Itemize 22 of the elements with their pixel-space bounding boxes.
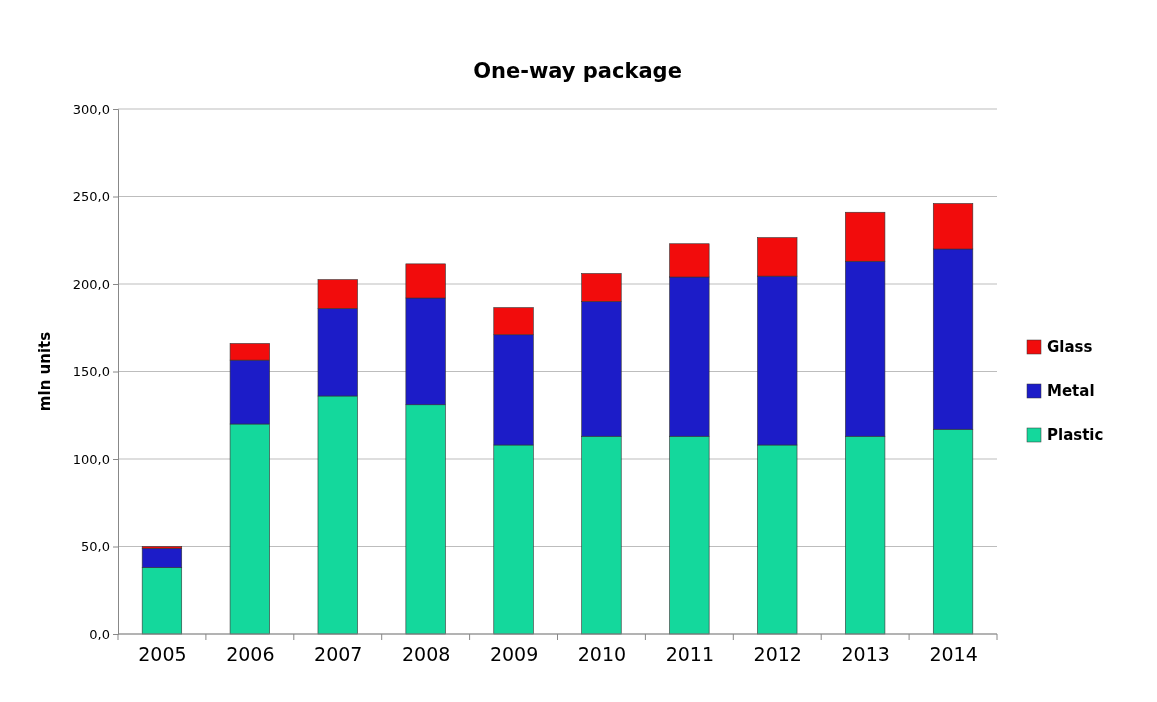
x-tick-label: 2006 xyxy=(226,643,275,666)
y-tick-label: 100,0 xyxy=(72,451,110,467)
y-tick-label: 300,0 xyxy=(72,101,110,117)
y-tick-label: 50,0 xyxy=(81,539,110,555)
y-tick-label: 200,0 xyxy=(72,276,110,292)
y-tick-label: 150,0 xyxy=(72,364,110,380)
y-tick-label: 250,0 xyxy=(72,189,110,205)
x-tick-label: 2009 xyxy=(489,643,539,666)
y-tick-label: 0,0 xyxy=(89,626,110,642)
legend-label: Metal xyxy=(1047,382,1095,400)
x-tick-label: 2014 xyxy=(929,643,978,666)
legend-label: Plastic xyxy=(1047,426,1104,444)
x-tick-label: 2007 xyxy=(314,643,363,666)
x-tick-label: 2013 xyxy=(841,643,890,666)
chart-title: One-way package xyxy=(473,59,682,83)
x-tick-label: 2011 xyxy=(665,643,715,666)
x-tick-label: 2010 xyxy=(577,643,627,666)
y-axis-title: mln units xyxy=(36,331,54,412)
x-tick-label: 2005 xyxy=(138,643,187,666)
x-tick-label: 2012 xyxy=(753,643,802,666)
legend-label: Glass xyxy=(1047,338,1093,356)
x-tick-label: 2008 xyxy=(401,643,451,666)
